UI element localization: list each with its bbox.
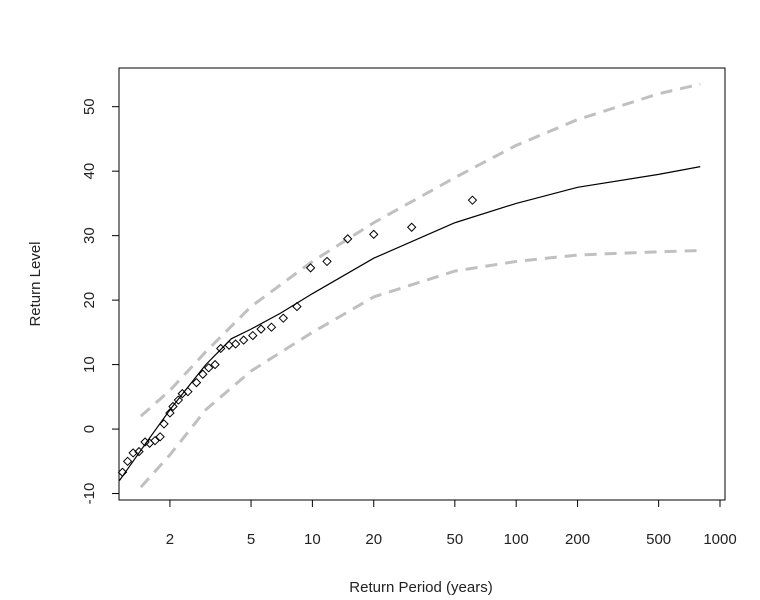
point: [369, 229, 379, 240]
x-tick-label: 5: [247, 531, 255, 548]
point: [305, 263, 316, 273]
point: [144, 438, 155, 448]
point: [128, 448, 138, 458]
x-tick-label: 10: [304, 531, 321, 548]
y-tick-label: 30: [81, 227, 98, 244]
point: [168, 401, 178, 412]
point: [117, 467, 128, 477]
point: [159, 419, 169, 429]
y-tick-label: 40: [81, 163, 98, 180]
point: [256, 324, 266, 334]
point: [155, 432, 165, 442]
fit-line: [118, 166, 701, 482]
point: [278, 313, 289, 323]
point: [183, 386, 193, 397]
point: [238, 335, 249, 345]
point: [266, 322, 277, 332]
point: [210, 359, 220, 370]
point: [204, 363, 214, 373]
y-tick-label: 0: [81, 425, 98, 433]
point: [150, 435, 160, 446]
x-tick-label: 100: [504, 531, 529, 548]
x-tick-label: 500: [646, 531, 671, 548]
x-tick-label: 200: [565, 531, 590, 548]
ci-line: [139, 248, 701, 489]
y-tick-label: -10: [81, 483, 98, 505]
x-tick-label: 2: [166, 531, 174, 548]
point: [191, 377, 202, 388]
ci-line: [139, 82, 701, 418]
y-tick-label: 10: [81, 356, 98, 373]
point: [134, 446, 144, 457]
y-axis-label: Return Level: [27, 241, 44, 326]
y-tick-label: 50: [81, 98, 98, 115]
point: [248, 330, 258, 341]
point: [406, 222, 417, 232]
x-tick-label: 50: [447, 531, 464, 548]
x-tick-label: 1000: [703, 531, 736, 548]
point: [230, 339, 241, 349]
point: [216, 343, 226, 354]
point: [292, 301, 302, 312]
x-tick-label: 20: [365, 531, 382, 548]
point: [122, 456, 133, 467]
point: [322, 256, 332, 267]
point: [198, 369, 208, 379]
x-axis-label: Return Period (years): [349, 579, 492, 596]
point: [224, 340, 234, 350]
y-tick-label: 20: [81, 292, 98, 309]
point: [342, 234, 353, 244]
point: [467, 195, 478, 205]
point: [165, 408, 175, 418]
plot-frame: [118, 67, 726, 501]
point: [173, 395, 184, 405]
